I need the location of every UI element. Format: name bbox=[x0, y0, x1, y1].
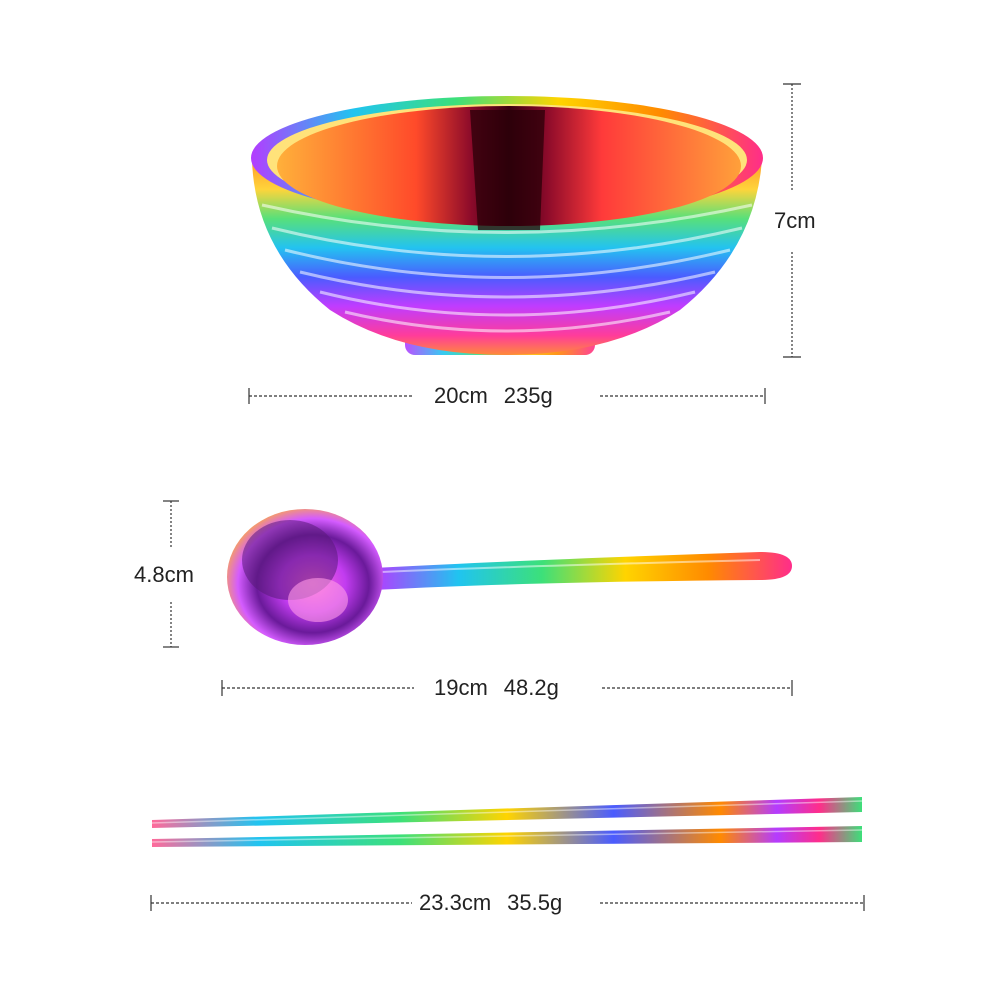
bowl-width-dimension bbox=[248, 388, 766, 404]
bowl-diameter-label: 20cm bbox=[434, 383, 488, 408]
spoon-length-label: 19cm bbox=[434, 675, 488, 700]
chopsticks-size-weight-label: 23.3cm 35.5g bbox=[413, 890, 569, 916]
bowl-size-weight-label: 20cm 235g bbox=[428, 383, 559, 409]
chopsticks-length-dimension bbox=[150, 895, 865, 911]
spoon-size-weight-label: 19cm 48.2g bbox=[428, 675, 565, 701]
bowl-weight-label: 235g bbox=[503, 383, 553, 408]
spoon-illustration bbox=[227, 509, 792, 645]
bowl-height-label: 7cm bbox=[768, 208, 822, 234]
chopsticks-illustration bbox=[151, 797, 863, 847]
spoon-width-label: 4.8cm bbox=[128, 562, 200, 588]
spoon-length-dimension bbox=[221, 680, 793, 696]
chopsticks-length-label: 23.3cm bbox=[419, 890, 492, 915]
bowl-illustration bbox=[251, 96, 763, 355]
bowl-height-dimension bbox=[783, 83, 801, 358]
spoon-width-dimension bbox=[163, 500, 179, 648]
spoon-weight-label: 48.2g bbox=[503, 675, 559, 700]
chopsticks-weight-label: 35.5g bbox=[507, 890, 563, 915]
